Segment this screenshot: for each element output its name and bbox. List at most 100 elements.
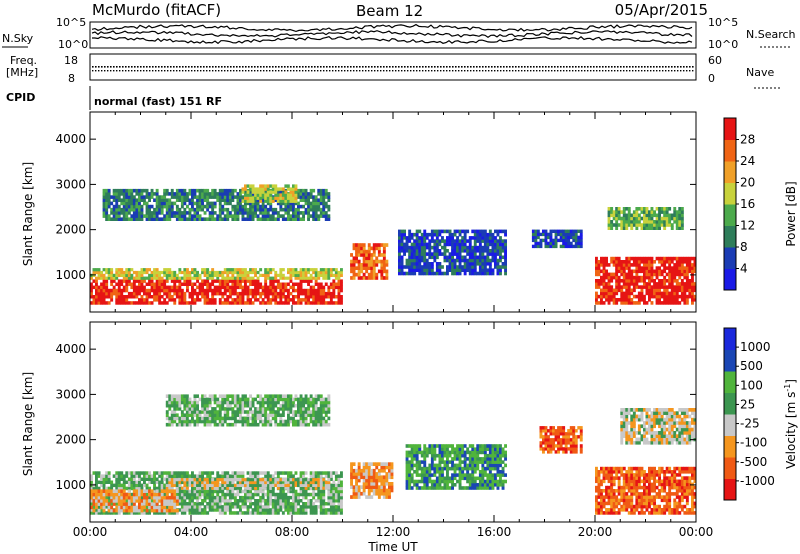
velocity-cell xyxy=(153,502,156,506)
power-cell xyxy=(122,270,126,275)
power-cell xyxy=(135,192,139,196)
velocity-cell xyxy=(160,486,164,491)
freq-point xyxy=(344,66,346,68)
velocity-cell xyxy=(329,471,333,475)
velocity-cell xyxy=(233,483,237,487)
velocity-cell xyxy=(221,495,225,500)
velocity-cell xyxy=(289,502,293,506)
velocity-cell xyxy=(329,483,333,488)
station-title: McMurdo (fitACF) xyxy=(92,1,221,19)
power-cell xyxy=(158,276,162,280)
power-cell xyxy=(297,291,300,296)
power-cell xyxy=(691,294,694,299)
nave-point xyxy=(470,70,472,72)
velocity-cell xyxy=(216,499,220,503)
freq-point xyxy=(437,66,439,68)
freq-point xyxy=(590,66,592,68)
power-cell xyxy=(441,271,444,276)
power-cell xyxy=(211,268,215,272)
velocity-cell xyxy=(317,471,321,475)
power-cell xyxy=(625,294,629,299)
velocity-cell xyxy=(302,511,305,515)
velocity-cell xyxy=(153,474,156,478)
power-cell xyxy=(183,273,187,277)
power-cell xyxy=(312,198,316,202)
power-cell xyxy=(680,272,684,277)
power-cell xyxy=(650,266,654,270)
power-cell xyxy=(150,188,154,193)
power-cell xyxy=(630,256,634,261)
power-cell xyxy=(135,276,139,280)
freq-point xyxy=(149,66,151,68)
power-cell xyxy=(372,269,376,274)
freq-point xyxy=(521,66,523,68)
power-cell xyxy=(615,291,619,296)
power-cell xyxy=(408,229,412,234)
velocity-cell xyxy=(145,511,149,515)
power-cell xyxy=(670,294,674,299)
power-colorbar-swatch xyxy=(724,268,736,291)
velocity-cell xyxy=(254,486,257,490)
velocity-cell xyxy=(95,508,98,512)
velocity-cell xyxy=(196,483,199,487)
power-cell xyxy=(102,195,106,199)
power-cell xyxy=(655,269,659,274)
power-cell xyxy=(153,295,156,299)
power-cell xyxy=(110,291,114,296)
power-cell xyxy=(539,241,543,246)
power-cell xyxy=(650,256,654,261)
power-cell xyxy=(117,270,121,275)
power-cell xyxy=(678,226,682,230)
freq-point xyxy=(620,66,622,68)
power-cell xyxy=(191,268,194,272)
power-cell xyxy=(155,207,159,212)
power-cell xyxy=(314,214,318,218)
power-cell xyxy=(307,198,310,202)
power-cell xyxy=(531,229,535,233)
freq-point xyxy=(581,66,583,68)
power-cell xyxy=(605,282,608,286)
power-cell xyxy=(97,270,101,275)
power-cell xyxy=(622,291,626,296)
power-cell xyxy=(643,282,646,286)
power-cell xyxy=(478,242,482,247)
power-cell xyxy=(127,282,131,286)
power-cell xyxy=(473,252,477,256)
power-cell xyxy=(117,217,121,221)
velocity-cell xyxy=(117,471,121,475)
power-cell xyxy=(370,276,374,280)
velocity-cell xyxy=(233,499,237,503)
power-cell xyxy=(499,258,502,263)
power-cell xyxy=(547,244,550,249)
velocity-cell xyxy=(289,511,293,515)
velocity-cell xyxy=(332,508,336,512)
power-cell xyxy=(223,214,227,218)
power-cell xyxy=(130,295,134,299)
power-cell xyxy=(168,207,172,212)
power-cell xyxy=(622,220,626,224)
power-cell xyxy=(117,291,121,296)
velocity-cell xyxy=(226,480,230,485)
power-cell xyxy=(314,204,318,209)
power-cell xyxy=(266,187,270,191)
velocity-cell xyxy=(168,474,172,478)
power-cell xyxy=(211,204,215,209)
freq-point xyxy=(554,66,556,68)
power-cell xyxy=(117,285,121,290)
power-cell xyxy=(221,207,225,212)
power-cell xyxy=(678,294,682,299)
power-cell xyxy=(645,207,649,211)
power-cell xyxy=(150,276,154,280)
velocity-cell xyxy=(334,483,338,488)
nave-point xyxy=(686,70,688,72)
power-cell xyxy=(678,275,682,280)
velocity-cell xyxy=(299,508,303,512)
power-cell xyxy=(458,268,462,272)
power-cell xyxy=(135,288,139,293)
power-cell xyxy=(627,291,631,296)
power-cell xyxy=(559,238,563,243)
power-cell xyxy=(443,245,447,250)
power-cell xyxy=(120,217,124,221)
power-cell xyxy=(451,242,454,247)
